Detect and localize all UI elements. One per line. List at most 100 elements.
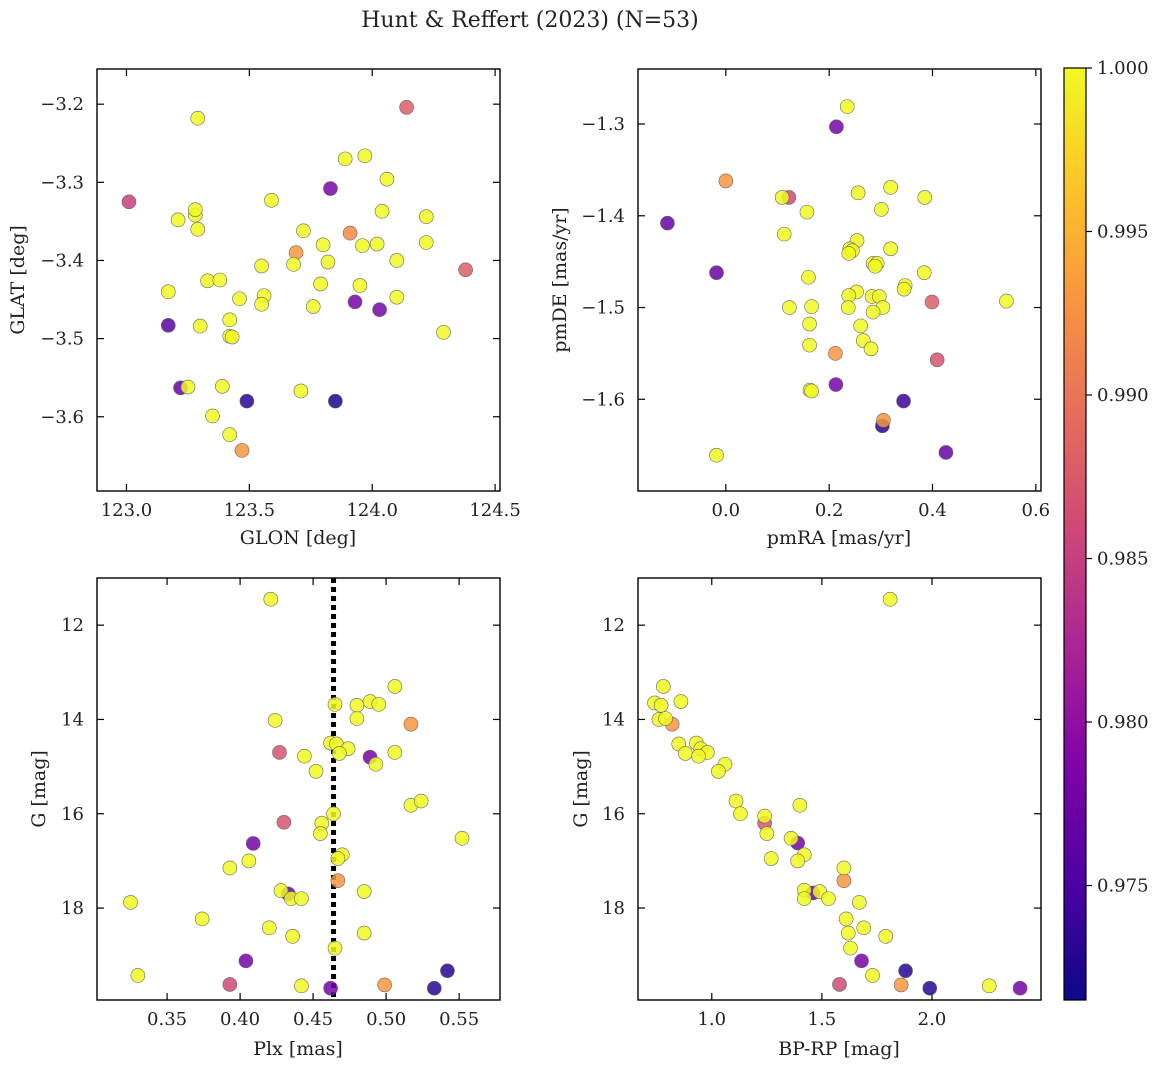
data-point [285, 929, 300, 944]
data-point [854, 953, 869, 969]
data-point [839, 99, 855, 114]
data-point [733, 806, 748, 822]
panel-bprp-g: BP-RP [mag] G [mag] 1.0 1.5 2.0 12 14 16 18 [570, 577, 1042, 1060]
data-point [836, 873, 852, 889]
data-point [297, 748, 312, 764]
data-point [327, 697, 343, 712]
data-point [718, 173, 734, 189]
data-point [315, 237, 331, 253]
data-point [170, 212, 186, 228]
data-point [356, 925, 372, 941]
data-point [238, 953, 254, 969]
data-point [254, 296, 269, 312]
x-tick-label: 0.40 [220, 1009, 260, 1030]
colorbar-tick-label: 0.985 [1097, 549, 1149, 570]
data-point [929, 352, 945, 368]
data-point [245, 836, 261, 851]
data-point [922, 980, 938, 996]
data-point [917, 190, 933, 205]
data-point [212, 272, 228, 288]
x-tick-label: 124.5 [469, 500, 521, 521]
panel-plx-g: Plx [mas] G [mag] 0.35 0.40 0.45 0.50 0.55 12… [28, 577, 501, 1060]
x-axis-label: BP-RP [mag] [778, 1038, 900, 1060]
data-point [802, 337, 817, 353]
data-point [399, 99, 414, 115]
data-point [200, 273, 215, 289]
data-point [160, 284, 176, 300]
colorbar-tick-label: 0.990 [1097, 385, 1149, 406]
x-tick-label: 0.50 [366, 1009, 406, 1030]
data-point [882, 591, 898, 607]
data-point [355, 238, 370, 253]
data-point [294, 978, 309, 994]
data-point [387, 679, 403, 694]
data-point [832, 977, 847, 992]
y-tick-label: −3.2 [40, 94, 84, 115]
data-point [352, 278, 368, 293]
data-point [838, 911, 854, 927]
data-point [347, 294, 363, 310]
data-point [782, 300, 797, 315]
data-point [222, 312, 237, 328]
data-point [711, 764, 726, 779]
y-tick-label: −3.4 [40, 250, 84, 271]
y-axis-label: G [mag] [570, 750, 592, 828]
y-tick-label: −3.5 [40, 329, 84, 350]
data-point [759, 826, 775, 841]
data-point [841, 925, 856, 941]
x-tick-label: 0.35 [147, 1009, 187, 1030]
data-point [836, 860, 852, 876]
data-point [123, 895, 138, 910]
data-point [330, 873, 346, 889]
data-point [673, 694, 689, 709]
x-tick-label: 0.0 [712, 500, 741, 521]
data-point [763, 851, 779, 866]
y-axis-label: G [mag] [28, 750, 50, 828]
data-point [261, 920, 277, 936]
data-point [776, 226, 792, 242]
data-point [276, 814, 292, 830]
data-point [436, 325, 451, 340]
data-point [829, 119, 844, 135]
data-point [371, 697, 387, 712]
data-point [239, 393, 255, 409]
data-point [296, 223, 311, 239]
axes-frame [637, 68, 1042, 492]
data-point [802, 316, 817, 332]
data-point [313, 826, 328, 841]
y-tick-label: 12 [61, 615, 84, 636]
y-axis-label: GLAT [deg] [7, 225, 29, 335]
data-point [774, 190, 790, 205]
data-point [293, 383, 309, 399]
y-tick-label: 12 [602, 615, 625, 636]
data-point [709, 447, 724, 463]
x-tick-label: 2.0 [918, 1009, 947, 1030]
data-point [924, 294, 940, 310]
data-point [232, 291, 247, 307]
data-point [263, 591, 279, 607]
colorbar-gradient [1063, 67, 1087, 1001]
data-point [379, 171, 395, 187]
data-point [916, 265, 932, 280]
x-axis-label: GLON [deg] [240, 527, 356, 549]
x-tick-label: 0.55 [439, 1009, 479, 1030]
data-point [323, 980, 338, 996]
y-tick-label: −1.4 [581, 206, 625, 227]
data-point [841, 246, 857, 261]
data-point [804, 383, 819, 399]
y-tick-label: −1.5 [581, 298, 625, 319]
data-point [337, 151, 353, 167]
figure-title: Hunt & Reffert (2023) (N=53) [361, 8, 699, 33]
data-point [349, 698, 365, 713]
data-point [294, 891, 309, 906]
data-point [883, 180, 898, 195]
data-point [377, 977, 392, 993]
y-axis-label: pmDE [mas/yr] [549, 207, 571, 352]
data-point [863, 341, 879, 357]
data-point [801, 269, 816, 285]
data-point [458, 262, 473, 278]
axes-frame [96, 68, 501, 492]
data-point [856, 920, 872, 936]
data-point [313, 276, 328, 292]
